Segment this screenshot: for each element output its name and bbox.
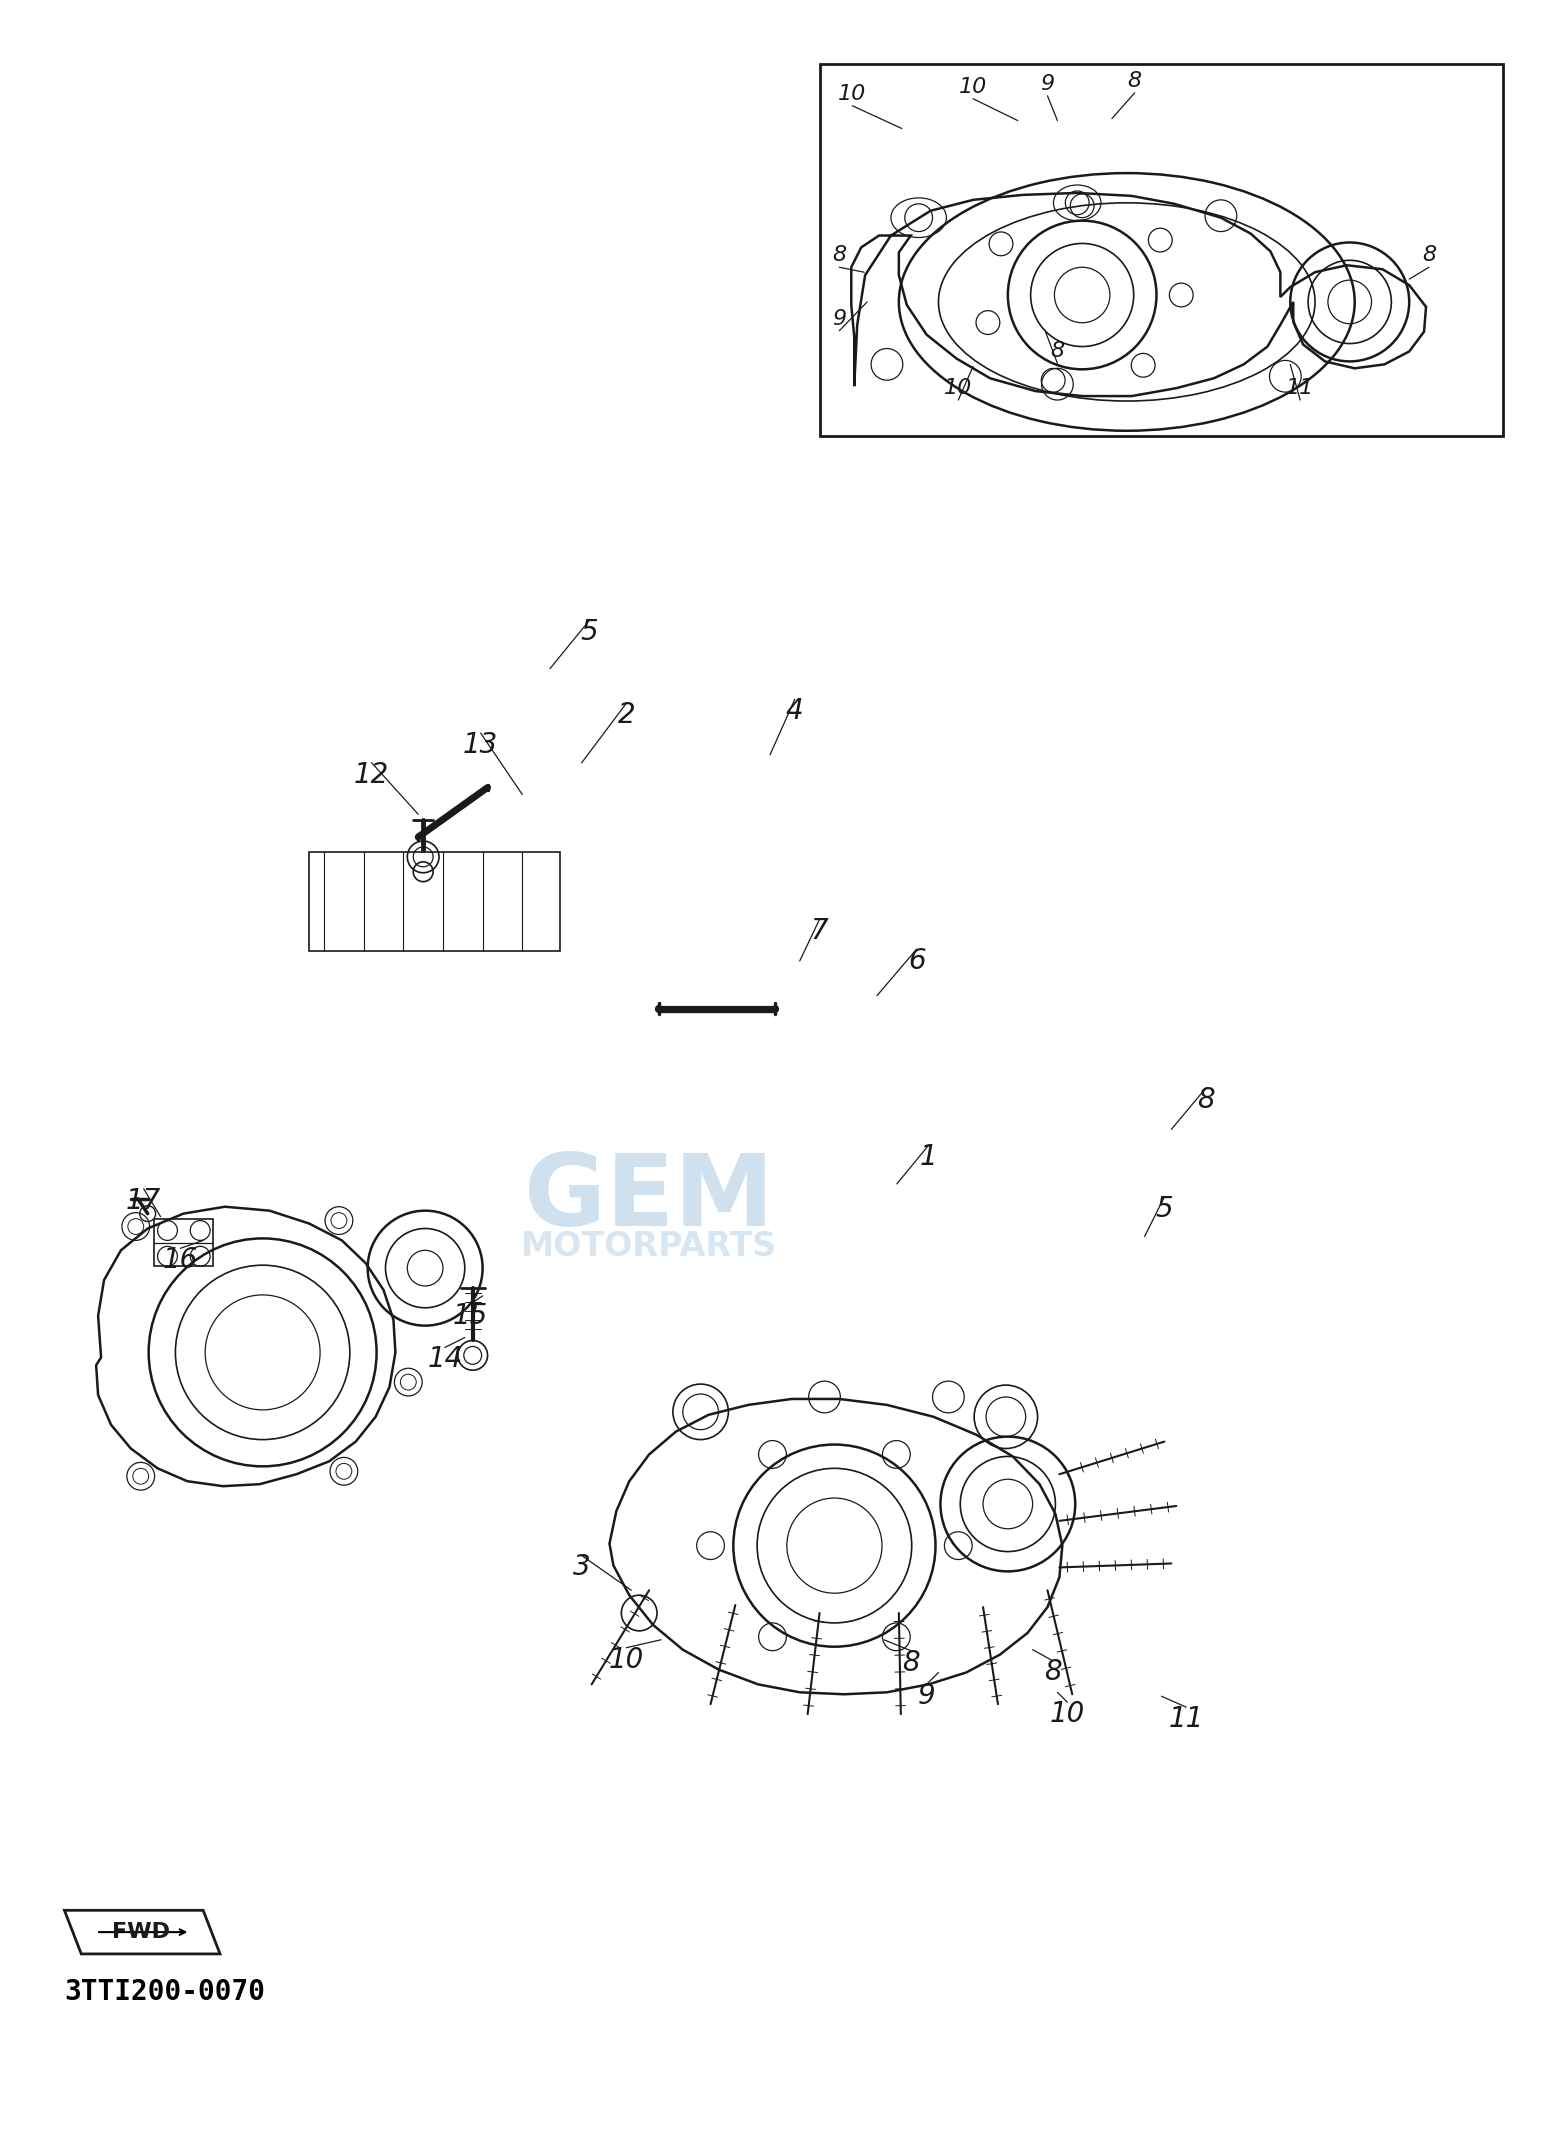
Text: 16: 16 <box>163 1245 197 1275</box>
Text: FWD: FWD <box>111 1922 170 1942</box>
Text: GEM: GEM <box>524 1150 774 1248</box>
Text: 3TTI200-0070: 3TTI200-0070 <box>65 1978 265 2006</box>
Text: 11: 11 <box>1169 1705 1204 1733</box>
Text: 10: 10 <box>839 83 867 104</box>
Text: 14: 14 <box>427 1346 463 1373</box>
Text: 8: 8 <box>1050 341 1064 362</box>
Text: 1: 1 <box>919 1143 938 1171</box>
Text: 10: 10 <box>609 1646 645 1673</box>
Text: 8: 8 <box>902 1648 919 1676</box>
Text: 17: 17 <box>126 1186 162 1216</box>
Text: 10: 10 <box>944 379 973 398</box>
Text: 11: 11 <box>1286 379 1314 398</box>
Text: 8: 8 <box>1044 1658 1061 1686</box>
Text: 10: 10 <box>959 77 987 98</box>
Text: MOTORPARTS: MOTORPARTS <box>521 1231 777 1262</box>
Text: 4: 4 <box>786 696 803 726</box>
Text: 5: 5 <box>581 617 598 645</box>
Text: 9: 9 <box>917 1682 936 1710</box>
Text: 7: 7 <box>811 918 828 945</box>
Text: 15: 15 <box>453 1301 489 1331</box>
Text: 5: 5 <box>1155 1194 1173 1222</box>
Text: 8: 8 <box>1127 70 1141 92</box>
Text: 9: 9 <box>833 309 847 328</box>
Text: 3: 3 <box>574 1554 591 1582</box>
Text: 6: 6 <box>908 947 925 975</box>
Text: 12: 12 <box>355 760 389 788</box>
Text: 9: 9 <box>1041 75 1055 94</box>
Text: 10: 10 <box>1050 1701 1086 1729</box>
Text: 8: 8 <box>833 245 847 266</box>
Text: 8: 8 <box>1197 1086 1215 1113</box>
Text: 2: 2 <box>617 700 635 728</box>
Text: 8: 8 <box>1422 245 1436 266</box>
Text: 13: 13 <box>463 730 498 758</box>
